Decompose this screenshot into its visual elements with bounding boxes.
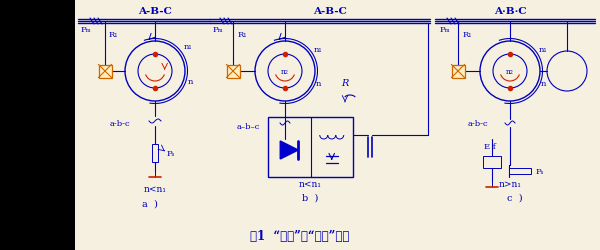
Text: R₁: R₁ xyxy=(108,31,118,39)
Text: a-b-c: a-b-c xyxy=(467,120,488,128)
Text: Pₘ: Pₘ xyxy=(80,26,91,34)
Text: A-B-C: A-B-C xyxy=(138,8,172,16)
Text: n₁: n₁ xyxy=(184,43,193,51)
Bar xyxy=(509,168,531,174)
Polygon shape xyxy=(280,142,298,159)
Text: c  ): c ) xyxy=(507,193,523,202)
Text: n>n₁: n>n₁ xyxy=(499,180,521,189)
Text: Pₛ: Pₛ xyxy=(536,167,544,175)
Text: a-b-c: a-b-c xyxy=(110,120,130,128)
Bar xyxy=(268,118,353,177)
Text: A-B-C: A-B-C xyxy=(313,8,347,16)
Text: Pₘ: Pₘ xyxy=(440,26,451,34)
Bar xyxy=(152,144,158,162)
Bar xyxy=(0,0,75,250)
Text: n: n xyxy=(187,78,193,86)
Text: b  ): b ) xyxy=(302,193,318,202)
Text: Pₛ: Pₛ xyxy=(167,150,175,157)
Text: R₁: R₁ xyxy=(237,31,247,39)
Text: n₁: n₁ xyxy=(539,46,547,54)
Bar xyxy=(227,65,239,78)
Text: R₁: R₁ xyxy=(462,31,472,39)
Bar xyxy=(483,156,501,168)
Text: R: R xyxy=(341,79,349,88)
Text: n₂: n₂ xyxy=(506,68,514,76)
Text: a–b–c: a–b–c xyxy=(236,122,260,130)
Text: Pₘ: Pₘ xyxy=(212,26,223,34)
Text: A·B·C: A·B·C xyxy=(494,8,526,16)
Text: n: n xyxy=(541,80,545,88)
Text: a  ): a ) xyxy=(142,199,158,208)
Text: n₂: n₂ xyxy=(281,68,289,76)
Bar xyxy=(452,65,464,78)
Text: n<n₁: n<n₁ xyxy=(143,185,166,194)
Text: n<n₁: n<n₁ xyxy=(299,180,322,189)
Bar xyxy=(98,65,112,78)
Text: E f: E f xyxy=(484,142,496,150)
Text: n₁: n₁ xyxy=(314,46,322,54)
Text: n: n xyxy=(316,80,320,88)
Text: 图1  “单馈”与“双馈”电机: 图1 “单馈”与“双馈”电机 xyxy=(250,230,350,242)
